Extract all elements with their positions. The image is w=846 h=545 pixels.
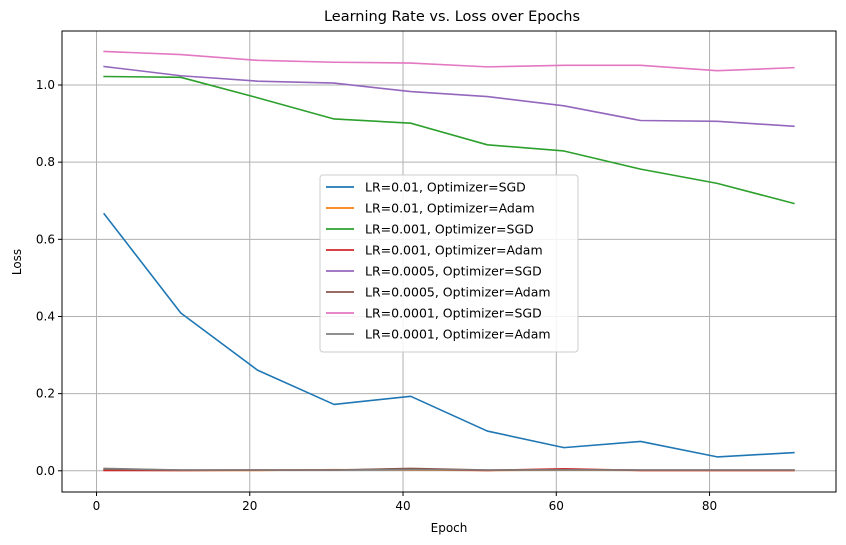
legend-entry-label: LR=0.0005, Optimizer=SGD	[365, 264, 542, 279]
legend-box	[319, 174, 579, 353]
x-axis-label: Epoch	[431, 521, 468, 535]
axes-frame	[61, 30, 837, 493]
legend-entry-label: LR=0.0005, Optimizer=Adam	[365, 285, 551, 300]
x-tick-label: 20	[242, 499, 257, 513]
axis-ticks: 0 20 40 60 80 0.0 0.2 0.4 0.6 0.8 1.0	[36, 78, 717, 513]
y-tick-label: 0.6	[36, 232, 55, 246]
x-tick-label: 40	[395, 499, 410, 513]
x-tick-label: 80	[702, 499, 717, 513]
chart-title: Learning Rate vs. Loss over Epochs	[324, 9, 580, 25]
y-tick-label: 0.2	[36, 387, 55, 401]
legend-entry-label: LR=0.01, Optimizer=Adam	[365, 201, 535, 216]
series-line-7	[103, 50, 795, 72]
series-lines	[103, 50, 795, 472]
y-tick-label: 0.0	[36, 464, 55, 478]
legend-entry-label: LR=0.001, Optimizer=Adam	[365, 243, 543, 258]
y-tick-label: 1.0	[36, 78, 55, 92]
y-tick-label: 0.4	[36, 309, 55, 323]
y-axis-label: Loss	[10, 249, 24, 275]
legend: LR=0.01, Optimizer=SGD LR=0.01, Optimizer…	[319, 174, 579, 353]
x-tick-label: 60	[549, 499, 564, 513]
series-line-1	[103, 212, 795, 458]
x-tick-label: 0	[93, 499, 101, 513]
legend-entry-label: LR=0.0001, Optimizer=Adam	[365, 327, 551, 342]
series-line-3	[103, 75, 795, 205]
legend-entry-label: LR=0.0001, Optimizer=SGD	[365, 306, 542, 321]
legend-entry-label: LR=0.001, Optimizer=SGD	[365, 222, 534, 237]
series-line-5	[103, 65, 795, 128]
series-line-8	[103, 467, 795, 471]
y-tick-label: 0.8	[36, 155, 55, 169]
legend-entry-label: LR=0.01, Optimizer=SGD	[365, 180, 526, 195]
